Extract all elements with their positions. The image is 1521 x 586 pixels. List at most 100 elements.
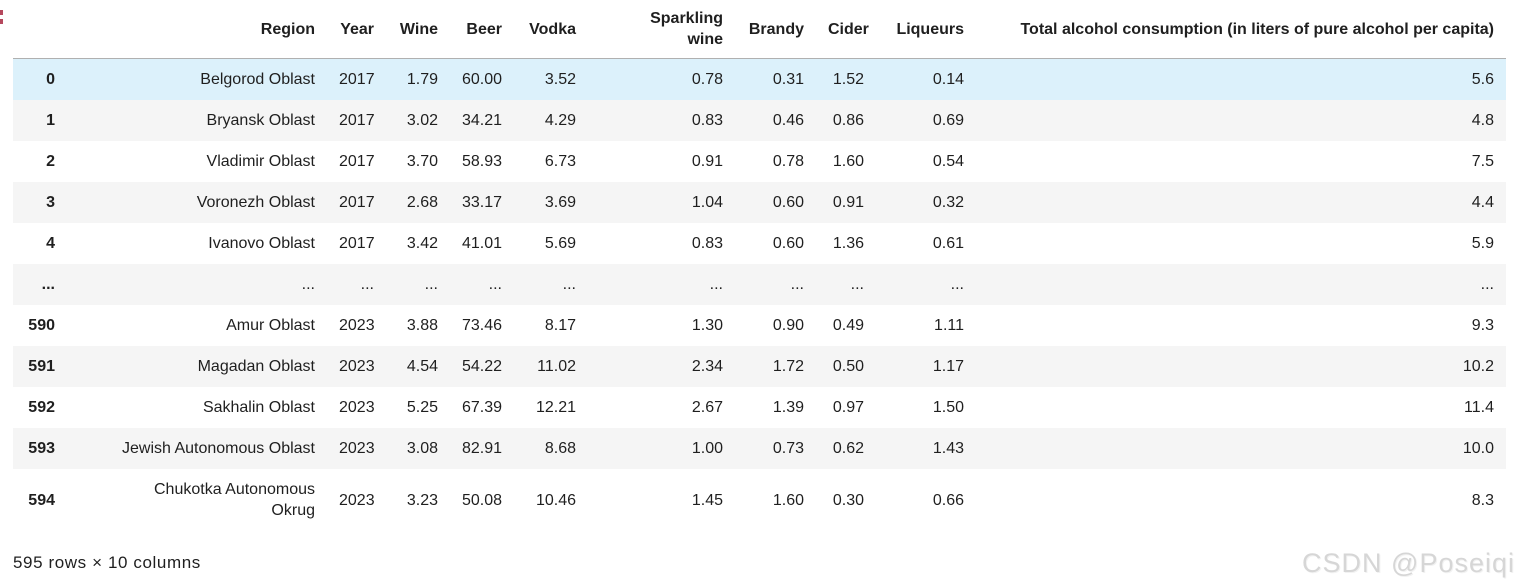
cell: 0.97 — [816, 387, 876, 428]
cell: 34.21 — [450, 100, 514, 141]
cell: 0.50 — [816, 346, 876, 387]
cell: ... — [735, 264, 816, 305]
cell: 2023 — [327, 305, 386, 346]
cell: 2023 — [327, 346, 386, 387]
cell-value: ... — [562, 276, 576, 293]
cell: 8.3 — [976, 469, 1506, 531]
cell-value: 0.91 — [832, 194, 864, 211]
cell-value: 9.3 — [1471, 317, 1494, 334]
cell-value: 8.3 — [1471, 491, 1494, 509]
cell-value: 54.22 — [462, 358, 503, 375]
column-header-label: Brandy — [748, 20, 804, 38]
row-index: 4 — [46, 235, 55, 252]
cell-value: 0.69 — [932, 112, 964, 129]
cell-value: Amur Oblast — [226, 317, 315, 334]
cell-value: 41.01 — [462, 235, 503, 252]
cell: 2.34 — [588, 346, 735, 387]
cell: 60.00 — [450, 59, 514, 101]
cell-value: 0.97 — [832, 399, 864, 416]
cell-value: Sakhalin Oblast — [202, 399, 315, 416]
output-prompt-fragment — [0, 10, 3, 15]
cell: 9.3 — [976, 305, 1506, 346]
cell: 3.42 — [386, 223, 450, 264]
cell: Magadan Oblast — [67, 346, 327, 387]
cell-value: 1.00 — [691, 440, 723, 457]
cell-value: 0.49 — [832, 317, 864, 334]
cell: 4.29 — [514, 100, 588, 141]
cell: 0.91 — [816, 182, 876, 223]
row-index: 594 — [28, 491, 55, 509]
cell: 1.52 — [816, 59, 876, 101]
row-index: 2 — [46, 153, 55, 170]
cell-value: Bryansk Oblast — [206, 112, 315, 129]
cell-value: 0.50 — [832, 358, 864, 375]
cell-value: 3.52 — [544, 71, 576, 88]
cell: 4.8 — [976, 100, 1506, 141]
cell-value: 2017 — [339, 153, 375, 170]
table-row: 591 Magadan Oblast 2023 4.54 54.22 11.02 2.34 1… — [13, 346, 1506, 387]
cell-value: Jewish Autonomous Oblast — [122, 440, 315, 457]
cell-value: 73.46 — [462, 317, 503, 334]
column-header: Total alcohol consumption (in liters of … — [976, 0, 1506, 59]
cell: 0.30 — [816, 469, 876, 531]
cell: 11.4 — [976, 387, 1506, 428]
cell: 0.60 — [735, 182, 816, 223]
cell: ... — [514, 264, 588, 305]
cell: Vladimir Oblast — [67, 141, 327, 182]
cell: Belgorod Oblast — [67, 59, 327, 101]
row-count-summary: 595 rows × 10 columns — [13, 553, 201, 572]
cell-value: 1.43 — [932, 440, 964, 457]
cell-value: 7.5 — [1471, 153, 1494, 170]
cell: 1.39 — [735, 387, 816, 428]
cell: 2023 — [327, 428, 386, 469]
cell: 2.68 — [386, 182, 450, 223]
cell-value: 2017 — [339, 71, 375, 88]
cell: 10.2 — [976, 346, 1506, 387]
cell: 0.73 — [735, 428, 816, 469]
cell-value: 1.30 — [691, 317, 723, 334]
cell: Sakhalin Oblast — [67, 387, 327, 428]
cell-value: 0.60 — [772, 194, 804, 211]
column-header-label: Total alcohol consumption (in liters of … — [1020, 20, 1494, 38]
cell-value: 82.91 — [462, 440, 503, 457]
cell: 1.11 — [876, 305, 976, 346]
cell: 67.39 — [450, 387, 514, 428]
cell-value: 33.17 — [462, 194, 503, 211]
cell-value: 0.78 — [772, 153, 804, 170]
cell: 1.30 — [588, 305, 735, 346]
dataframe-table: Region Year Wine Beer Vodka Sparkling wine Bra… — [13, 0, 1506, 531]
cell: 0.32 — [876, 182, 976, 223]
cell: ... — [588, 264, 735, 305]
row-index: 592 — [28, 399, 55, 416]
row-index: 1 — [46, 112, 55, 129]
cell: 1.04 — [588, 182, 735, 223]
cell: 0.83 — [588, 223, 735, 264]
cell-value: 0.31 — [772, 71, 804, 88]
cell: 0.91 — [588, 141, 735, 182]
cell-value: 0.60 — [772, 235, 804, 252]
cell: 2023 — [327, 469, 386, 531]
cell-value: 0.30 — [832, 491, 864, 509]
cell: ... — [816, 264, 876, 305]
cell: 0.69 — [876, 100, 976, 141]
column-header-label: Vodka — [529, 20, 576, 38]
cell: 10.46 — [514, 469, 588, 531]
cell: 4.54 — [386, 346, 450, 387]
cell: 5.25 — [386, 387, 450, 428]
table-body: 0 Belgorod Oblast 2017 1.79 60.00 3.52 0.78 0.3… — [13, 58, 1506, 532]
cell-value: 1.11 — [934, 317, 964, 334]
cell: 12.21 — [514, 387, 588, 428]
cell: Bryansk Oblast — [67, 100, 327, 141]
column-header-label: Sparkling wine — [650, 10, 723, 48]
cell: 1.00 — [588, 428, 735, 469]
cell-value: ... — [709, 276, 723, 293]
cell-value: 2017 — [339, 112, 375, 129]
cell-value: 0.83 — [691, 235, 723, 252]
cell-value: ... — [1480, 276, 1494, 293]
cell-value: Ivanovo Oblast — [208, 235, 315, 252]
row-index: 0 — [46, 71, 55, 88]
cell-value: 1.52 — [832, 71, 864, 88]
cell-value: 10.0 — [1462, 440, 1494, 457]
cell: Jewish Autonomous Oblast — [67, 428, 327, 469]
cell: 0.66 — [876, 469, 976, 531]
